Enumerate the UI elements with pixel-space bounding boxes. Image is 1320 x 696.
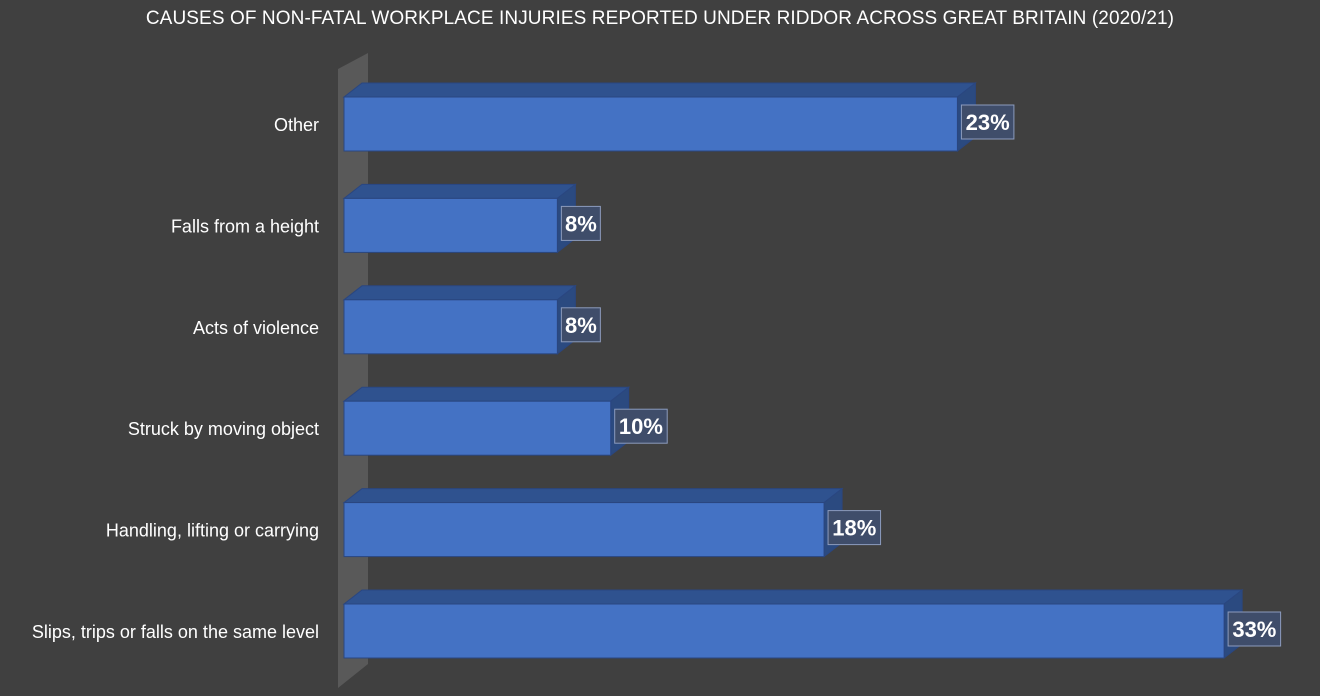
bar-top-face — [342, 82, 977, 98]
bar-top-face — [342, 488, 844, 504]
bar-top-face — [342, 285, 577, 301]
data-label-box — [560, 307, 601, 343]
bar-top-face — [342, 183, 577, 199]
category-label: Handling, lifting or carrying — [106, 521, 319, 541]
data-label-box — [614, 408, 668, 444]
bar — [342, 81, 977, 153]
data-label-box — [960, 104, 1015, 140]
bar-front-face — [343, 299, 558, 355]
bar-top-face — [342, 589, 1244, 605]
data-label: 8% — [565, 211, 597, 236]
category-label: Slips, trips or falls on the same level — [32, 622, 319, 642]
bar-top-face — [342, 386, 631, 402]
category-label: Other — [274, 115, 319, 135]
bar — [342, 487, 844, 558]
bar-front-face — [343, 400, 612, 456]
bar — [342, 588, 1244, 660]
bar — [342, 183, 577, 254]
bar-front-face — [343, 603, 1225, 659]
data-label: 23% — [966, 110, 1010, 135]
category-label: Acts of violence — [193, 318, 319, 338]
bar-front-face — [343, 502, 825, 558]
data-label-box — [827, 510, 882, 546]
data-label-box — [1227, 611, 1282, 647]
data-label: 8% — [565, 313, 597, 338]
data-label: 10% — [619, 414, 663, 439]
data-label-box — [560, 205, 601, 241]
bar — [342, 284, 577, 355]
category-label: Falls from a height — [171, 216, 319, 236]
chart-title: CAUSES OF NON-FATAL WORKPLACE INJURIES R… — [145, 8, 1175, 29]
category-label: Struck by moving object — [128, 419, 319, 439]
data-label: 33% — [1232, 617, 1276, 642]
bar — [342, 386, 631, 457]
bar-front-face — [343, 197, 558, 253]
data-label: 18% — [832, 516, 876, 541]
bar-front-face — [343, 96, 958, 152]
